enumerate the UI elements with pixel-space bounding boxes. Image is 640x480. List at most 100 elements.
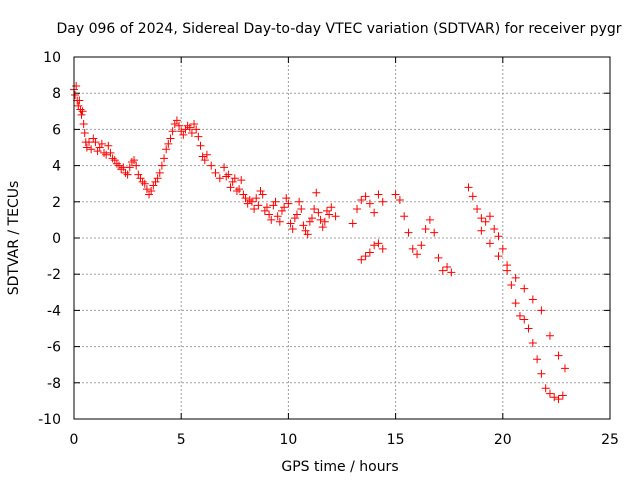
data-point [273,212,282,221]
data-point [318,223,327,232]
data-point [545,331,554,340]
x-tick-label: 0 [70,432,79,448]
data-point [151,177,160,186]
data-point [284,199,293,208]
data-point [357,195,366,204]
data-point [262,203,271,212]
y-tick-label: 0 [52,231,61,247]
data-point [348,219,357,228]
data-point [160,154,169,163]
data-point [181,125,190,134]
data-point [224,170,233,179]
x-tick-label: 20 [494,432,512,448]
data-point [277,206,286,215]
data-point [125,163,134,172]
data-point [554,395,563,404]
data-point [303,230,312,239]
data-point [494,252,503,261]
data-point [408,244,417,253]
data-point [468,192,477,201]
data-point [252,194,261,203]
data-point [485,239,494,248]
data-point [438,266,447,275]
data-point [95,143,104,152]
data-point [507,281,516,290]
data-point [91,138,100,147]
data-point [365,199,374,208]
data-point [395,195,404,204]
y-tick-label: -4 [47,303,61,319]
y-tick-label: -8 [47,376,61,392]
data-point [247,197,256,206]
data-point [295,197,304,206]
data-point [434,253,443,262]
data-point [286,219,295,228]
data-point [211,168,220,177]
data-point [75,96,84,105]
data-point [292,210,301,219]
data-point [196,141,205,150]
data-point [494,232,503,241]
data-point [511,273,520,282]
data-point [299,221,308,230]
data-point [97,139,106,148]
data-point [130,156,139,165]
data-point [136,174,145,183]
y-tick-label: -10 [38,412,61,428]
data-point [198,152,207,161]
data-point [239,190,248,199]
data-point [430,228,439,237]
data-point [322,206,331,215]
data-points [70,81,569,404]
x-tick-label: 15 [387,432,405,448]
data-point [545,389,554,398]
data-point [190,119,199,128]
data-point [498,244,507,253]
data-point [404,228,413,237]
data-point [288,224,297,233]
data-point [305,217,314,226]
data-point [560,364,569,373]
data-point [267,215,276,224]
data-point [477,226,486,235]
data-point [537,369,546,378]
data-point [245,195,254,204]
data-point [172,116,181,125]
data-point [237,176,246,185]
data-point [282,194,291,203]
x-tick-labels: 0 5 10 15 20 25 [70,432,619,448]
data-point [271,197,280,206]
data-point [464,183,473,192]
y-tick-label: -6 [47,340,61,356]
y-axis-label: SDTVAR / TECUs [6,181,22,296]
data-point [87,145,96,154]
data-point [357,255,366,264]
data-point [166,134,175,143]
data-point [327,203,336,212]
y-tick-label: 10 [43,50,61,66]
data-point [258,190,267,199]
data-point [361,192,370,201]
data-point [132,161,141,170]
data-point [550,393,559,402]
data-point [110,156,119,165]
data-point [331,212,340,221]
grid-lines [74,57,610,419]
data-point [447,268,456,277]
data-point [192,125,201,134]
data-point [533,355,542,364]
data-point [145,190,154,199]
data-point [215,174,224,183]
data-point [149,181,158,190]
data-point [370,208,379,217]
data-point [179,130,188,139]
data-point [481,217,490,226]
data-point [177,127,186,136]
data-point [77,110,86,119]
data-point [89,134,98,143]
data-point [325,210,334,219]
data-point [520,315,529,324]
data-point [275,217,284,226]
data-point [200,156,209,165]
data-point [256,186,265,195]
